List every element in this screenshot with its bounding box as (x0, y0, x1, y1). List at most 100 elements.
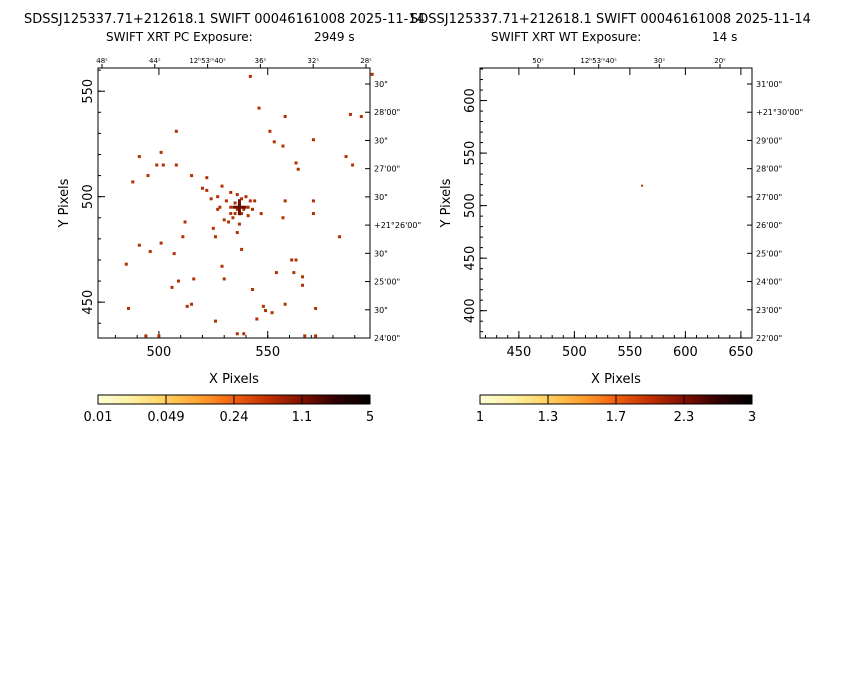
panel2-dec-tick-label: 25'00" (756, 249, 782, 258)
panel1-event-point (227, 220, 231, 224)
panel1-y-tick-label: 450 (81, 290, 96, 315)
panel1-event-point (259, 212, 263, 216)
panel2-dec-tick-label: 24'00" (756, 278, 782, 287)
panel1-event-point (124, 262, 128, 266)
panel1-source-cross-v (237, 199, 241, 216)
panel1-event-point (172, 252, 176, 256)
panel1-y-tick-label: 550 (81, 79, 96, 104)
panel1-x-tick-label: 550 (255, 345, 280, 360)
panel1-x-axis-label: X Pixels (209, 372, 259, 387)
panel1-event-point (301, 283, 305, 287)
panel2-y-tick-label: 400 (463, 298, 478, 323)
panel1-dec-tick-label: 30" (374, 136, 388, 145)
panel2-y-tick-label: 450 (463, 246, 478, 271)
panel1-event-point (177, 279, 181, 283)
panel1-event-point (283, 302, 287, 306)
panel1-event-point (290, 258, 294, 262)
panel1-event-point (214, 235, 218, 239)
panel2-colorbar-label: 3 (748, 410, 756, 425)
panel1-ra-tick-label: 12ʰ53ᵐ40ˢ (189, 57, 226, 65)
panel1-event-point (137, 243, 141, 247)
panel1-event-point (301, 275, 305, 279)
panel1-dec-tick-label: 30" (374, 80, 388, 89)
panel1-event-point (235, 332, 239, 336)
panel2-x-axis-label: X Pixels (591, 372, 641, 387)
panel1-event-point (233, 212, 237, 216)
panel1-event-point (222, 277, 226, 281)
panel1-exposure-value: 2949 s (314, 30, 355, 44)
panel1-y-axis-label: Y Pixels (57, 178, 72, 228)
panel2-dec-tick-label: 29'00" (756, 136, 782, 145)
panel1-plot-frame (97, 67, 371, 339)
panel1-event-point (235, 207, 239, 211)
panel2-ra-tick-label: 20ˢ (714, 57, 726, 65)
panel1-event-point (255, 317, 259, 321)
panel1-event-point (244, 195, 248, 199)
panel1-event-point (222, 218, 226, 222)
panel1-ra-tick-label: 44ˢ (149, 57, 161, 65)
panel2-x-tick-label: 600 (673, 345, 698, 360)
panel1-event-point (235, 231, 239, 235)
panel1-event-point (359, 115, 363, 119)
panel1-event-point (216, 195, 220, 199)
panel2-y-tick-label: 600 (463, 88, 478, 113)
panel1-event-point (253, 199, 257, 203)
panel1-event-point (294, 161, 298, 165)
panel1-event-point (183, 220, 187, 224)
panel1-dec-tick-label: 30" (374, 306, 388, 315)
panel2-x-tick-label: 500 (562, 345, 587, 360)
panel2-title: SDSSJ125337.71+212618.1 SWIFT 0004616100… (410, 12, 811, 27)
panel2-colorbar-label: 2.3 (674, 410, 695, 425)
panel2-y-tick-label: 550 (463, 141, 478, 166)
panel1-event-point (264, 309, 268, 313)
panel1-event-point (159, 241, 163, 245)
panel1-ra-tick-label: 32ˢ (307, 57, 319, 65)
panel1-title: SDSSJ125337.71+212618.1 SWIFT 0004616100… (24, 12, 425, 27)
panel1-ra-tick-label: 48ˢ (96, 57, 108, 65)
panel2-x-tick-label: 650 (728, 345, 753, 360)
panel2-dec-tick-label: 31'00" (756, 80, 782, 89)
panel1-event-point (292, 271, 296, 275)
panel1-event-point (242, 332, 246, 336)
panel1-event-point (268, 129, 272, 133)
panel1-dec-tick-label: 30" (374, 249, 388, 258)
panel1-event-point (159, 150, 163, 154)
panel1-event-point (229, 190, 233, 194)
panel2-ra-tick-label: 50ˢ (532, 57, 544, 65)
panel1-event-point (338, 235, 342, 239)
panel1-event-point (240, 197, 244, 201)
panel1-event-point (274, 271, 278, 275)
panel1-event-point (157, 334, 161, 338)
panel1-event-point (283, 115, 287, 119)
panel1-event-point (314, 334, 318, 338)
panel1-event-point (190, 174, 194, 178)
panel1-dec-tick-label: 30" (374, 193, 388, 202)
panel1-event-point (131, 180, 135, 184)
panel1-event-point (200, 186, 204, 190)
panel1-dec-tick-label: +21°26'00" (374, 221, 421, 230)
panel1-event-point (224, 199, 228, 203)
panel1-event-point (137, 155, 141, 159)
panel1-event-point (214, 319, 218, 323)
panel1-colorbar-label: 1.1 (292, 410, 313, 425)
panel1-event-point (185, 304, 189, 308)
panel2-dec-tick-label: 23'00" (756, 306, 782, 315)
panel2-exposure-label: SWIFT XRT WT Exposure: (491, 30, 642, 44)
panel1-event-point (250, 207, 254, 211)
panel1-event-point (240, 247, 244, 251)
panel1-event-point (242, 207, 246, 211)
panel1-event-point (314, 306, 318, 310)
panel1-event-point (190, 302, 194, 306)
panel1-event-point (261, 304, 265, 308)
panel1-event-point (181, 235, 185, 239)
panel2-colorbar-label: 1.7 (606, 410, 627, 425)
panel1-event-point (296, 167, 300, 171)
panel1-event-point (248, 199, 252, 203)
panel1-event-point (209, 197, 213, 201)
panel1-event-point (233, 201, 237, 205)
panel1-event-point (246, 205, 250, 209)
panel2-dec-tick-label: 26'00" (756, 221, 782, 230)
panel1-event-point (240, 212, 244, 216)
panel1-event-point (246, 214, 250, 218)
panel1-colorbar-label: 0.24 (220, 410, 249, 425)
